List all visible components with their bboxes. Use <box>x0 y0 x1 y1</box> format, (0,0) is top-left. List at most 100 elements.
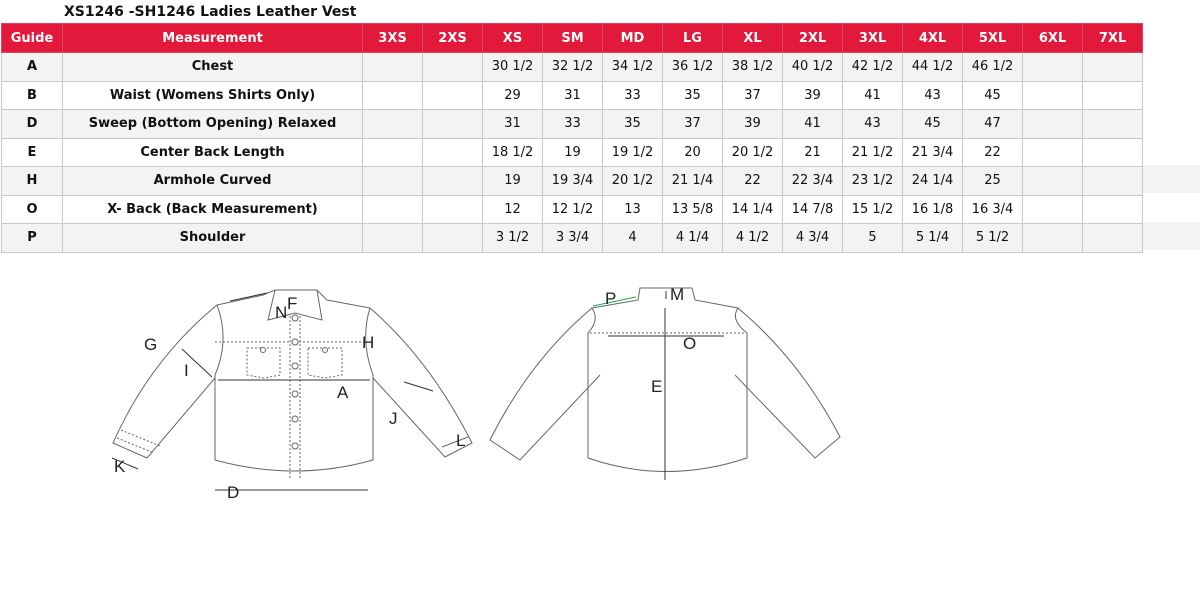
table-cell <box>422 223 483 253</box>
table-cell: 43 <box>842 109 903 139</box>
diagram-label-n: N <box>275 303 287 322</box>
column-header: LG <box>662 23 723 53</box>
column-header: MD <box>602 23 663 53</box>
table-cell: 37 <box>722 80 783 110</box>
diagram-label-l: L <box>456 431 465 450</box>
table-cell: 19 <box>482 166 543 196</box>
row-band <box>1138 222 1200 250</box>
diagram-label-m: M <box>670 285 684 304</box>
diagram-label-a: A <box>337 383 349 402</box>
diagram-label-i: I <box>184 361 189 380</box>
diagram-label-j: J <box>389 409 398 428</box>
column-header: 2XS <box>422 23 483 53</box>
table-cell <box>362 166 423 196</box>
table-cell <box>1022 194 1083 224</box>
column-header: Measurement <box>62 23 363 53</box>
table-cell: D <box>1 109 63 139</box>
table-cell: 20 1/2 <box>722 137 783 167</box>
column-header: 2XL <box>782 23 843 53</box>
table-cell <box>1022 52 1083 82</box>
column-header: XS <box>482 23 543 53</box>
size-chart-table: Guide Measurement 3XS 2XS XS SM MD LG XL 2XL 3XL 4X… <box>1 23 1143 253</box>
table-cell: 21 3/4 <box>902 137 963 167</box>
diagram-label-e: E <box>651 377 662 396</box>
diagram-label-o: O <box>683 334 696 353</box>
table-cell <box>1082 194 1143 224</box>
table-cell: 41 <box>782 109 843 139</box>
table-cell: H <box>1 166 63 196</box>
table-cell: 21 1/4 <box>662 166 723 196</box>
table-row: H Armhole Curved 19 19 3/4 20 1/2 21 1/4 22 22 … <box>1 166 1143 196</box>
column-header: SM <box>542 23 603 53</box>
table-cell: 31 <box>542 80 603 110</box>
table-cell <box>1022 223 1083 253</box>
table-cell: 22 3/4 <box>782 166 843 196</box>
table-cell: Center Back Length <box>62 137 363 167</box>
table-cell: 4 3/4 <box>782 223 843 253</box>
column-header: 3XL <box>842 23 903 53</box>
table-cell <box>362 80 423 110</box>
table-cell <box>422 52 483 82</box>
table-cell: 15 1/2 <box>842 194 903 224</box>
table-cell: 23 1/2 <box>842 166 903 196</box>
table-cell <box>1082 52 1143 82</box>
table-cell <box>1022 109 1083 139</box>
table-row: E Center Back Length 18 1/2 19 19 1/2 20 20 1/… <box>1 137 1143 167</box>
diagram-label-g: G <box>144 335 157 354</box>
table-cell <box>422 137 483 167</box>
table-cell: 33 <box>542 109 603 139</box>
table-cell: Sweep (Bottom Opening) Relaxed <box>62 109 363 139</box>
column-header: 6XL <box>1022 23 1083 53</box>
back-shirt <box>489 287 841 480</box>
table-cell: 41 <box>842 80 903 110</box>
table-cell: Armhole Curved <box>62 166 363 196</box>
table-cell: 21 1/2 <box>842 137 903 167</box>
table-cell: 35 <box>662 80 723 110</box>
table-row: B Waist (Womens Shirts Only) 29 31 33 35 37 39 4… <box>1 80 1143 110</box>
table-cell: 19 3/4 <box>542 166 603 196</box>
chart-title: XS1246 -SH1246 Ladies Leather Vest <box>64 4 357 20</box>
table-cell: 35 <box>602 109 663 139</box>
diagram-label-h: H <box>362 333 374 352</box>
table-cell: O <box>1 194 63 224</box>
table-cell: 19 <box>542 137 603 167</box>
table-cell <box>422 109 483 139</box>
table-cell: 43 <box>902 80 963 110</box>
table-cell <box>1082 137 1143 167</box>
table-cell: 4 1/2 <box>722 223 783 253</box>
table-cell: 42 1/2 <box>842 52 903 82</box>
table-cell: Chest <box>62 52 363 82</box>
table-cell <box>1082 166 1143 196</box>
column-header: 3XS <box>362 23 423 53</box>
diagram-label-k: K <box>114 457 126 476</box>
table-cell: 24 1/4 <box>902 166 963 196</box>
table-cell <box>422 166 483 196</box>
table-cell: 32 1/2 <box>542 52 603 82</box>
table-cell: X- Back (Back Measurement) <box>62 194 363 224</box>
column-header: XL <box>722 23 783 53</box>
table-cell <box>1022 137 1083 167</box>
table-cell <box>1022 166 1083 196</box>
table-cell: 25 <box>962 166 1023 196</box>
table-cell: Shoulder <box>62 223 363 253</box>
table-cell: 21 <box>782 137 843 167</box>
table-cell: 45 <box>962 80 1023 110</box>
column-header: 4XL <box>902 23 963 53</box>
table-cell: 19 1/2 <box>602 137 663 167</box>
table-cell: 47 <box>962 109 1023 139</box>
table-cell: 37 <box>662 109 723 139</box>
table-cell <box>1082 223 1143 253</box>
table-cell: E <box>1 137 63 167</box>
table-cell <box>1022 80 1083 110</box>
table-cell: 18 1/2 <box>482 137 543 167</box>
table-cell: 5 1/4 <box>902 223 963 253</box>
front-shirt <box>111 289 473 491</box>
table-cell: 5 1/2 <box>962 223 1023 253</box>
table-cell: 20 1/2 <box>602 166 663 196</box>
table-cell: 45 <box>902 109 963 139</box>
table-cell: 40 1/2 <box>782 52 843 82</box>
diagram-label-p: P <box>605 289 616 308</box>
row-band <box>1138 165 1200 193</box>
table-cell: 31 <box>482 109 543 139</box>
